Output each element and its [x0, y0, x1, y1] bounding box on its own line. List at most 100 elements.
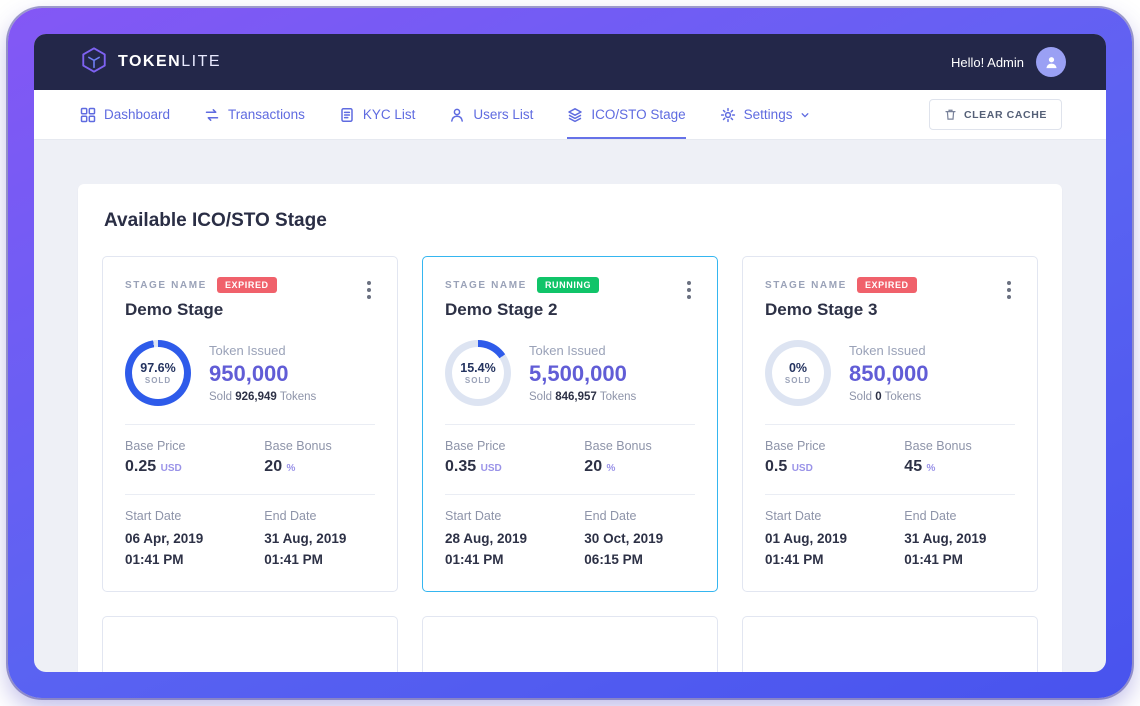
end-date-label: End Date: [584, 509, 637, 523]
end-date-value: 31 Aug, 2019 01:41 PM: [264, 531, 347, 567]
page-title: Available ICO/STO Stage: [104, 210, 327, 231]
nav-item-ico-sto-stage[interactable]: ICO/STO Stage: [567, 90, 686, 139]
usd-unit: USD: [480, 463, 502, 474]
layers-icon: [568, 107, 583, 122]
end-date-value: 30 Oct, 2019 06:15 PM: [584, 531, 664, 567]
token-issued-value: 850,000: [849, 361, 929, 386]
trash-icon: [945, 109, 956, 120]
clear-cache-button[interactable]: CLEAR CACHE: [928, 99, 1062, 130]
end-date-label: End Date: [904, 509, 957, 523]
base-bonus-value: 20 %: [584, 458, 616, 475]
stage-card-partial: [422, 615, 718, 672]
base-bonus-label: Base Bonus: [904, 439, 972, 453]
nav-label: Dashboard: [104, 107, 171, 122]
status-badge: EXPIRED: [216, 277, 277, 293]
token-issued-label: Token Issued: [849, 343, 926, 358]
user-avatar[interactable]: [1036, 47, 1066, 77]
stage-title: Demo Stage: [125, 300, 224, 319]
token-issued-label: Token Issued: [529, 343, 606, 358]
clear-cache-label: CLEAR CACHE: [963, 108, 1047, 121]
stage-title: Demo Stage 2: [445, 300, 558, 319]
start-date-label: Start Date: [445, 509, 502, 523]
sold-label: SOLD: [464, 376, 492, 385]
main-nav: Dashboard Transactions KYC List: [34, 90, 1106, 140]
start-date-label: Start Date: [765, 509, 822, 523]
stage-name-label: STAGE NAME: [445, 279, 527, 291]
app-window: TOKENLITE Hello! Admin Dashboard: [34, 34, 1106, 672]
top-header: TOKENLITE Hello! Admin: [34, 34, 1106, 90]
base-price-value: 0.5 USD: [765, 458, 813, 475]
stage-name-label: STAGE NAME: [125, 279, 207, 291]
chevron-down-icon: [802, 112, 809, 117]
page-content: Available ICO/STO Stage STAGE NAME EXPIR…: [34, 140, 1106, 672]
nav-item-users-list[interactable]: Users List: [449, 90, 533, 139]
stage-cards-row-partial: [102, 615, 1038, 672]
nav-item-kyc-list[interactable]: KYC List: [339, 90, 416, 139]
start-date-label: Start Date: [125, 509, 182, 523]
start-date-value: 01 Aug, 2019 01:41 PM: [765, 531, 848, 567]
sold-tokens-line: Sold 846,957 Tokens: [529, 391, 637, 403]
nav-label: Users List: [473, 107, 534, 122]
sold-label: SOLD: [784, 376, 812, 385]
percent-unit: %: [926, 463, 936, 474]
start-date-value: 28 Aug, 2019 01:41 PM: [445, 531, 528, 567]
base-bonus-value: 20 %: [264, 458, 296, 475]
usd-unit: USD: [160, 463, 182, 474]
grid-icon: [80, 107, 96, 122]
token-issued-value: 5,500,000: [529, 361, 627, 386]
nav-item-dashboard[interactable]: Dashboard: [80, 90, 170, 139]
stage-title: Demo Stage 3: [765, 300, 878, 319]
person-icon: [1045, 56, 1057, 68]
app-frame: TOKENLITE Hello! Admin Dashboard: [8, 8, 1132, 698]
sold-percent: 0%: [788, 361, 808, 375]
card-menu-button[interactable]: [1003, 277, 1015, 303]
usd-unit: USD: [791, 463, 813, 474]
stage-card: STAGE NAME RUNNING Demo Stage 2 15.4%: [422, 256, 718, 592]
nav-label: KYC List: [362, 107, 416, 122]
stage-cards-row: STAGE NAME EXPIRED Demo Stage 97.6%: [102, 256, 1038, 592]
card-menu-button[interactable]: [683, 277, 695, 303]
stage-card: STAGE NAME EXPIRED Demo Stage 3 0%: [742, 256, 1038, 592]
stage-card-partial: [742, 615, 1038, 672]
nav-label: Settings: [743, 107, 793, 122]
sold-label: SOLD: [144, 376, 172, 385]
stage-card: STAGE NAME EXPIRED Demo Stage 97.6%: [102, 256, 398, 592]
sold-percent: 97.6%: [140, 361, 176, 375]
status-badge: RUNNING: [536, 277, 600, 293]
stage-card-partial: [102, 615, 398, 672]
base-bonus-label: Base Bonus: [264, 439, 332, 453]
token-issued-label: Token Issued: [209, 343, 286, 358]
status-badge: EXPIRED: [856, 277, 917, 293]
base-price-value: 0.25 USD: [125, 458, 182, 475]
end-date-value: 31 Aug, 2019 01:41 PM: [904, 531, 987, 567]
token-issued-value: 950,000: [209, 361, 289, 386]
base-price-label: Base Price: [445, 439, 506, 453]
card-menu-button[interactable]: [363, 277, 375, 303]
percent-unit: %: [286, 463, 296, 474]
nav-item-settings[interactable]: Settings: [720, 90, 811, 139]
sold-donut: 97.6% SOLD: [125, 340, 191, 406]
greeting-text: Hello! Admin: [951, 54, 1024, 70]
sold-tokens-line: Sold 926,949 Tokens: [209, 391, 317, 403]
end-date-label: End Date: [264, 509, 317, 523]
nav-label: ICO/STO Stage: [591, 107, 686, 122]
user-icon: [451, 108, 464, 122]
start-date-value: 06 Apr, 2019 01:41 PM: [125, 531, 204, 567]
percent-unit: %: [606, 463, 616, 474]
transfer-icon: [205, 108, 219, 121]
base-bonus-label: Base Bonus: [584, 439, 652, 453]
brand-logo[interactable]: TOKENLITE: [80, 46, 221, 79]
gear-icon: [720, 107, 735, 122]
nav-label: Transactions: [228, 107, 305, 122]
sold-donut: 0% SOLD: [765, 340, 831, 406]
sold-percent: 15.4%: [460, 361, 496, 375]
brand-text: TOKENLITE: [118, 53, 222, 70]
nav-item-transactions[interactable]: Transactions: [204, 90, 305, 139]
base-price-label: Base Price: [765, 439, 826, 453]
clipboard-icon: [341, 107, 353, 122]
stages-panel: Available ICO/STO Stage STAGE NAME EXPIR…: [78, 184, 1062, 672]
base-bonus-value: 45 %: [904, 458, 936, 475]
sold-tokens-line: Sold 0 Tokens: [849, 391, 922, 403]
sold-donut: 15.4% SOLD: [445, 340, 511, 406]
stage-name-label: STAGE NAME: [765, 279, 847, 291]
